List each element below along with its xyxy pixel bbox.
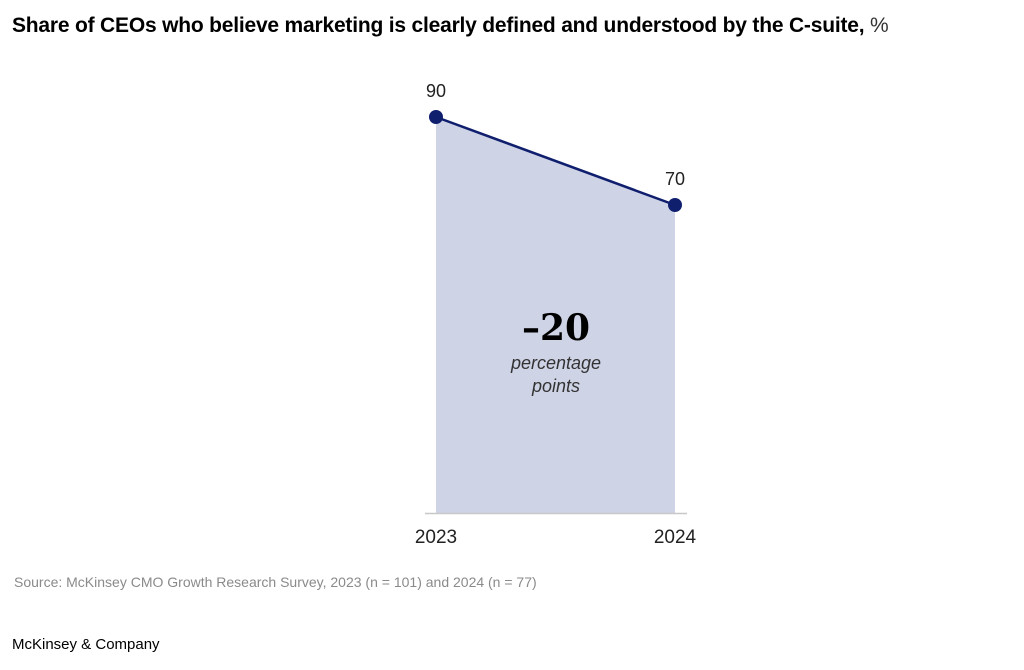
data-label: 70 xyxy=(665,169,685,189)
chart-title-unit: % xyxy=(870,14,889,37)
annotation-line2: points xyxy=(531,376,580,396)
annotation-line1: percentage xyxy=(510,353,601,373)
chart-title: Share of CEOs who believe marketing is c… xyxy=(12,14,889,38)
data-label: 90 xyxy=(426,81,446,101)
x-tick-label: 2024 xyxy=(654,527,697,548)
source-note: Source: McKinsey CMO Growth Research Sur… xyxy=(14,574,537,590)
series-line xyxy=(435,115,676,207)
data-point xyxy=(668,198,682,212)
annotation-value: –20 xyxy=(522,307,590,349)
area-fill xyxy=(436,117,675,513)
chart-title-text: Share of CEOs who believe marketing is c… xyxy=(12,14,865,37)
data-point xyxy=(429,110,443,124)
x-tick-label: 2023 xyxy=(415,527,457,548)
brand-logo: McKinsey & Company xyxy=(12,636,160,653)
